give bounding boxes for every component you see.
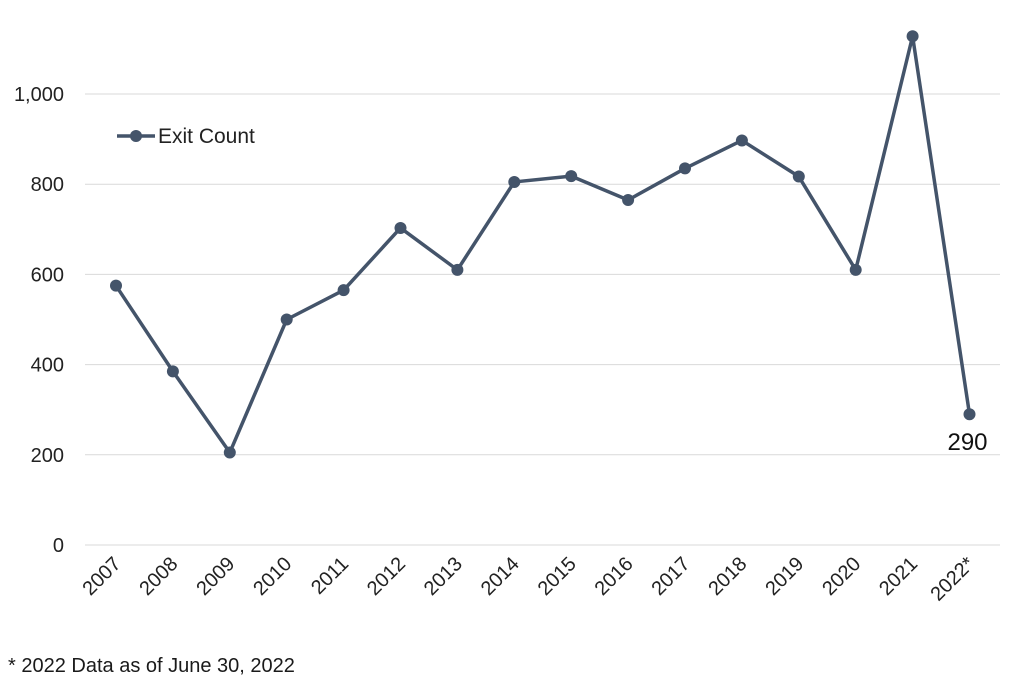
data-point bbox=[451, 263, 464, 276]
y-tick-label: 600 bbox=[31, 264, 64, 286]
y-tick-label: 200 bbox=[31, 445, 64, 467]
data-point bbox=[394, 221, 407, 234]
data-point bbox=[508, 175, 521, 188]
legend-label: Exit Count bbox=[158, 125, 255, 148]
x-tick-label: 2020 bbox=[818, 553, 865, 600]
x-tick-label: 2021 bbox=[875, 553, 922, 600]
data-point bbox=[735, 134, 748, 147]
x-tick-label: 2008 bbox=[135, 553, 182, 600]
footnote: * 2022 Data as of June 30, 2022 bbox=[8, 655, 295, 677]
x-tick-label: 2018 bbox=[704, 553, 751, 600]
data-point bbox=[223, 446, 236, 459]
data-point bbox=[679, 162, 691, 175]
data-point bbox=[963, 408, 976, 421]
legend-swatch-marker bbox=[130, 130, 142, 142]
series-line bbox=[114, 34, 972, 455]
x-tick-label: 2014 bbox=[477, 553, 524, 600]
y-tick-label: 800 bbox=[31, 174, 64, 196]
x-tick-label: 2007 bbox=[79, 553, 126, 600]
data-point bbox=[280, 313, 293, 326]
data-point bbox=[792, 170, 805, 183]
y-tick-label: 1,000 bbox=[14, 84, 64, 106]
x-tick-label: 2015 bbox=[534, 553, 581, 600]
data-point bbox=[565, 170, 578, 183]
x-tick-label: 2009 bbox=[192, 553, 239, 600]
series-exit-count bbox=[110, 30, 976, 459]
x-tick-label: 2022* bbox=[927, 553, 980, 606]
x-tick-label: 2012 bbox=[363, 553, 410, 600]
legend: Exit Count bbox=[117, 125, 255, 148]
x-tick-label: 2010 bbox=[249, 553, 296, 600]
data-labels: 290 bbox=[947, 429, 987, 456]
data-point bbox=[166, 365, 179, 378]
data-point bbox=[906, 30, 919, 43]
gridlines bbox=[85, 93, 1000, 456]
data-point bbox=[622, 193, 635, 206]
y-tick-label: 400 bbox=[31, 355, 64, 377]
x-tick-label: 2016 bbox=[591, 553, 638, 600]
y-tick-label: 0 bbox=[53, 535, 64, 557]
x-tick-label: 2011 bbox=[307, 553, 353, 599]
x-tick-label: 2017 bbox=[648, 553, 695, 600]
x-tick-label: 2013 bbox=[420, 553, 467, 600]
data-point bbox=[110, 279, 122, 292]
data-label: 290 bbox=[947, 429, 987, 456]
data-point bbox=[337, 284, 350, 297]
data-point bbox=[849, 263, 862, 276]
x-tick-label: 2019 bbox=[761, 553, 808, 600]
